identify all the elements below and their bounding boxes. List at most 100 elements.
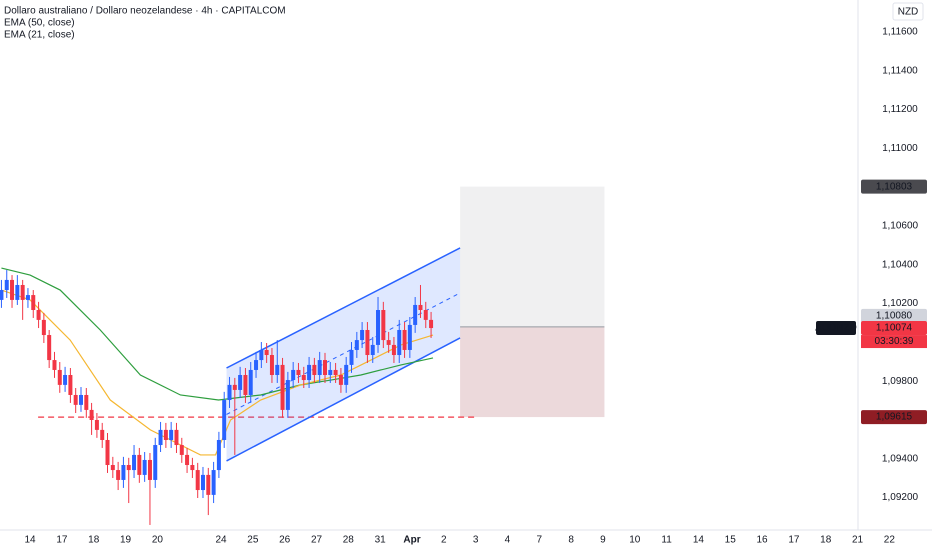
candle-body xyxy=(158,429,163,446)
entry-label: 1,10080 xyxy=(876,311,913,322)
candle-body xyxy=(248,369,253,395)
candle-body xyxy=(360,329,365,341)
y-tick-label: 1,10400 xyxy=(882,259,919,270)
stop-label-box xyxy=(861,410,927,425)
x-tick-label: 9 xyxy=(600,535,606,546)
candle-body xyxy=(100,429,105,440)
candle-body xyxy=(20,284,25,300)
y-tick-label: 1,11400 xyxy=(882,65,918,76)
candle-body xyxy=(275,364,280,375)
candle-body xyxy=(280,364,285,410)
candle-body xyxy=(391,344,396,356)
currency-box[interactable] xyxy=(892,2,924,21)
x-tick-label: 18 xyxy=(88,535,100,546)
candle-body xyxy=(185,454,190,466)
target-label: 1,10803 xyxy=(876,181,913,192)
x-tick-label: 8 xyxy=(568,535,574,546)
last-price-label: 1,10074 xyxy=(876,323,913,334)
candle-body xyxy=(312,364,317,375)
indicator-legend: EMA (50, close) xyxy=(4,18,75,29)
candle-body xyxy=(349,349,354,365)
countdown: 03:30:39 xyxy=(875,336,914,347)
currency: NZD xyxy=(898,7,919,18)
candle-body xyxy=(137,454,142,475)
candle-body xyxy=(354,340,359,350)
candle-body xyxy=(344,364,349,385)
candle-body xyxy=(169,429,174,440)
x-tick-label: 16 xyxy=(756,535,768,546)
x-tick-label: 3 xyxy=(473,535,479,546)
candle-body xyxy=(31,295,36,311)
candle-body xyxy=(147,459,152,480)
candle-body xyxy=(301,374,306,381)
channel-lower xyxy=(226,337,461,462)
candle-body xyxy=(386,340,391,345)
x-tick-label: 27 xyxy=(311,535,323,546)
x-tick-label: 26 xyxy=(279,535,291,546)
candle-body xyxy=(153,445,158,480)
candle-body xyxy=(333,369,338,375)
symbol-box xyxy=(816,321,856,336)
candle-body xyxy=(179,445,184,455)
candle-body xyxy=(142,459,147,475)
candle-body xyxy=(116,470,121,480)
channel-fill xyxy=(226,247,461,461)
candle-body xyxy=(407,324,412,350)
candle-body xyxy=(418,304,423,311)
candle-body xyxy=(243,374,248,395)
candle-body xyxy=(307,364,312,381)
chart-title: Dollaro australiano / Dollaro neozelande… xyxy=(4,6,286,17)
candle-body xyxy=(254,360,259,370)
candle-body xyxy=(238,374,243,390)
candle-body xyxy=(63,374,68,385)
candle-body xyxy=(190,465,195,471)
candle-body xyxy=(110,465,115,471)
x-tick-label: 25 xyxy=(247,535,259,546)
candle-body xyxy=(84,394,89,410)
candle-body xyxy=(163,429,168,440)
y-tick-label: 1,11000 xyxy=(882,143,918,154)
candle-body xyxy=(285,380,290,410)
channel-upper xyxy=(226,247,461,369)
last-price-label-box xyxy=(861,321,927,336)
y-tick-label: 1,09400 xyxy=(882,453,919,464)
candle-body xyxy=(15,284,20,300)
candle-body xyxy=(317,360,322,375)
candle-body xyxy=(0,290,4,300)
candle-body xyxy=(57,369,62,385)
stop-label: 1,09615 xyxy=(876,412,913,423)
candle-body xyxy=(25,295,30,300)
x-tick-label: 31 xyxy=(375,535,387,546)
indicator-legend: EMA (21, close) xyxy=(4,30,75,41)
countdown-box xyxy=(861,335,927,349)
x-tick-label: 14 xyxy=(693,535,705,546)
candle-body xyxy=(259,349,264,361)
candle-body xyxy=(227,384,232,401)
candle-body xyxy=(296,369,301,375)
candle-body xyxy=(52,360,57,370)
x-tick-label: 18 xyxy=(820,535,832,546)
candle-body xyxy=(10,279,15,300)
x-tick-label: 14 xyxy=(25,535,37,546)
candle-body xyxy=(206,474,211,495)
target-label-box xyxy=(861,179,927,194)
candle-body xyxy=(216,439,221,471)
target-zone xyxy=(460,186,605,327)
candle-body xyxy=(89,409,94,421)
candle-body xyxy=(222,400,227,440)
candle-body xyxy=(121,465,126,480)
x-tick-label: 17 xyxy=(56,535,68,546)
candle-body xyxy=(338,374,343,385)
candle-body xyxy=(4,279,9,291)
candle-body xyxy=(195,470,200,491)
candle-body xyxy=(132,454,137,471)
candle-body xyxy=(381,310,386,341)
y-tick-label: 1,09200 xyxy=(882,492,919,503)
candle-body xyxy=(413,304,418,325)
y-tick-label: 1,10200 xyxy=(882,298,919,309)
candle-body xyxy=(94,420,99,430)
x-tick-label: 28 xyxy=(343,535,355,546)
x-tick-label: 17 xyxy=(788,535,800,546)
candle-body xyxy=(370,344,375,356)
candle-body xyxy=(78,394,83,405)
